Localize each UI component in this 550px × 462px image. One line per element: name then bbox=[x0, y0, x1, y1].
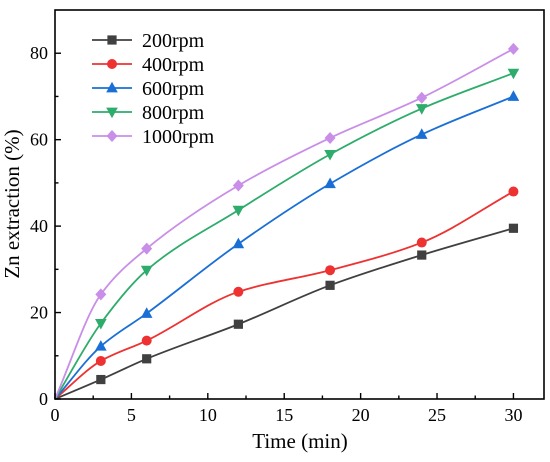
legend-item-400rpm: 400rpm bbox=[92, 54, 205, 76]
data-point-400rpm-t24 bbox=[416, 237, 427, 248]
data-point-1000rpm-t18 bbox=[324, 131, 336, 144]
data-point-800rpm-t6 bbox=[140, 265, 153, 277]
data-point-1000rpm-t3 bbox=[95, 288, 107, 301]
series-line-200rpm bbox=[54, 227, 514, 400]
data-point-800rpm-t12 bbox=[232, 205, 245, 217]
legend-marker-600rpm bbox=[106, 81, 118, 93]
legend-marker-1000rpm bbox=[106, 130, 118, 142]
x-tick-label-15: 15 bbox=[275, 405, 293, 425]
data-point-600rpm-t3 bbox=[95, 340, 107, 351]
data-point-600rpm-t24 bbox=[415, 128, 428, 139]
data-point-400rpm-t18 bbox=[325, 265, 336, 276]
data-point-600rpm-t12 bbox=[232, 237, 245, 249]
x-tick-label-0: 0 bbox=[51, 405, 60, 425]
data-point-1000rpm-t6 bbox=[141, 242, 153, 255]
data-point-600rpm-t6 bbox=[140, 307, 153, 318]
data-point-200rpm-t12 bbox=[233, 319, 243, 329]
data-point-400rpm-t6 bbox=[141, 335, 152, 346]
legend-item-600rpm: 600rpm bbox=[92, 78, 205, 100]
data-point-1000rpm-t30 bbox=[507, 42, 519, 55]
series-400rpm bbox=[54, 186, 519, 400]
data-point-400rpm-t30 bbox=[508, 186, 519, 197]
data-point-1000rpm-t12 bbox=[232, 179, 244, 192]
series-line-1000rpm bbox=[54, 48, 514, 400]
y-tick-label-80: 80 bbox=[30, 43, 48, 63]
data-point-200rpm-t24 bbox=[417, 250, 427, 260]
axes-layer bbox=[54, 9, 545, 400]
x-tick-label-10: 10 bbox=[199, 405, 217, 425]
legend-item-800rpm: 800rpm bbox=[92, 102, 205, 124]
y-tick-label-20: 20 bbox=[30, 303, 48, 323]
legend-label-400rpm: 400rpm bbox=[142, 54, 205, 76]
series-1000rpm bbox=[54, 42, 519, 400]
series-800rpm bbox=[54, 68, 520, 400]
x-tick-label-25: 25 bbox=[428, 405, 446, 425]
y-axis-title: Zn extraction (%) bbox=[0, 129, 24, 278]
legend-marker-200rpm bbox=[107, 35, 117, 45]
series-600rpm bbox=[54, 90, 520, 400]
legend-marker-400rpm bbox=[107, 59, 117, 69]
data-point-800rpm-t24 bbox=[415, 104, 428, 115]
legend-label-600rpm: 600rpm bbox=[142, 78, 205, 100]
data-point-600rpm-t18 bbox=[324, 177, 336, 189]
x-tick-label-5: 5 bbox=[127, 405, 136, 425]
data-point-200rpm-t30 bbox=[508, 223, 519, 233]
data-point-200rpm-t18 bbox=[325, 280, 335, 290]
x-tick-label-20: 20 bbox=[352, 405, 370, 425]
legend-label-200rpm: 200rpm bbox=[142, 30, 205, 52]
legend-marker-800rpm bbox=[106, 107, 118, 119]
plot-frame bbox=[54, 9, 545, 400]
data-point-800rpm-t18 bbox=[324, 149, 336, 161]
y-tick-label-40: 40 bbox=[30, 216, 48, 236]
y-tick-label-60: 60 bbox=[30, 130, 48, 150]
data-point-400rpm-t3 bbox=[95, 355, 106, 366]
data-point-800rpm-t3 bbox=[95, 318, 107, 330]
series-200rpm bbox=[54, 223, 519, 400]
data-point-400rpm-t12 bbox=[233, 286, 244, 297]
x-axis-title: Time (min) bbox=[252, 429, 347, 453]
x-tick-label-30: 30 bbox=[504, 405, 522, 425]
data-point-600rpm-t30 bbox=[507, 90, 520, 101]
data-point-200rpm-t3 bbox=[96, 374, 106, 385]
data-point-1000rpm-t24 bbox=[416, 91, 428, 104]
legend-item-200rpm: 200rpm bbox=[92, 30, 205, 52]
legend-item-1000rpm: 1000rpm bbox=[92, 126, 215, 148]
ticks-layer: 0 5 10 15 20 25 30 0 20 40 60 80 bbox=[30, 43, 522, 425]
series-layer bbox=[54, 42, 520, 400]
legend-label-1000rpm: 1000rpm bbox=[142, 126, 215, 148]
data-point-200rpm-t6 bbox=[142, 354, 152, 364]
data-point-800rpm-t30 bbox=[507, 68, 520, 80]
legend-label-800rpm: 800rpm bbox=[142, 102, 205, 124]
y-tick-label-0: 0 bbox=[39, 389, 48, 409]
